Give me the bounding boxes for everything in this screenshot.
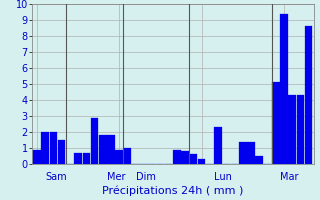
Bar xyxy=(50,132,57,164)
Text: Sam: Sam xyxy=(45,172,67,182)
Bar xyxy=(99,135,107,164)
Bar xyxy=(91,118,98,164)
Text: Lun: Lun xyxy=(214,172,232,182)
Bar xyxy=(280,14,288,164)
Bar xyxy=(189,154,197,164)
Bar xyxy=(214,127,222,164)
Bar xyxy=(297,95,304,164)
Bar xyxy=(305,26,312,164)
Bar xyxy=(33,150,41,164)
Bar xyxy=(198,159,205,164)
Bar xyxy=(181,151,189,164)
Bar xyxy=(272,82,279,164)
Bar xyxy=(74,153,82,164)
Bar xyxy=(173,150,181,164)
Bar xyxy=(58,140,65,164)
Bar xyxy=(124,148,131,164)
Bar xyxy=(116,150,123,164)
Text: Mar: Mar xyxy=(280,172,298,182)
Text: Précipitations 24h ( mm ): Précipitations 24h ( mm ) xyxy=(102,186,244,196)
Bar xyxy=(41,132,49,164)
Bar xyxy=(255,156,263,164)
Bar xyxy=(239,142,247,164)
Bar xyxy=(288,95,296,164)
Text: Dim: Dim xyxy=(136,172,156,182)
Text: Mer: Mer xyxy=(107,172,125,182)
Bar xyxy=(107,135,115,164)
Bar xyxy=(83,153,90,164)
Bar xyxy=(247,142,255,164)
